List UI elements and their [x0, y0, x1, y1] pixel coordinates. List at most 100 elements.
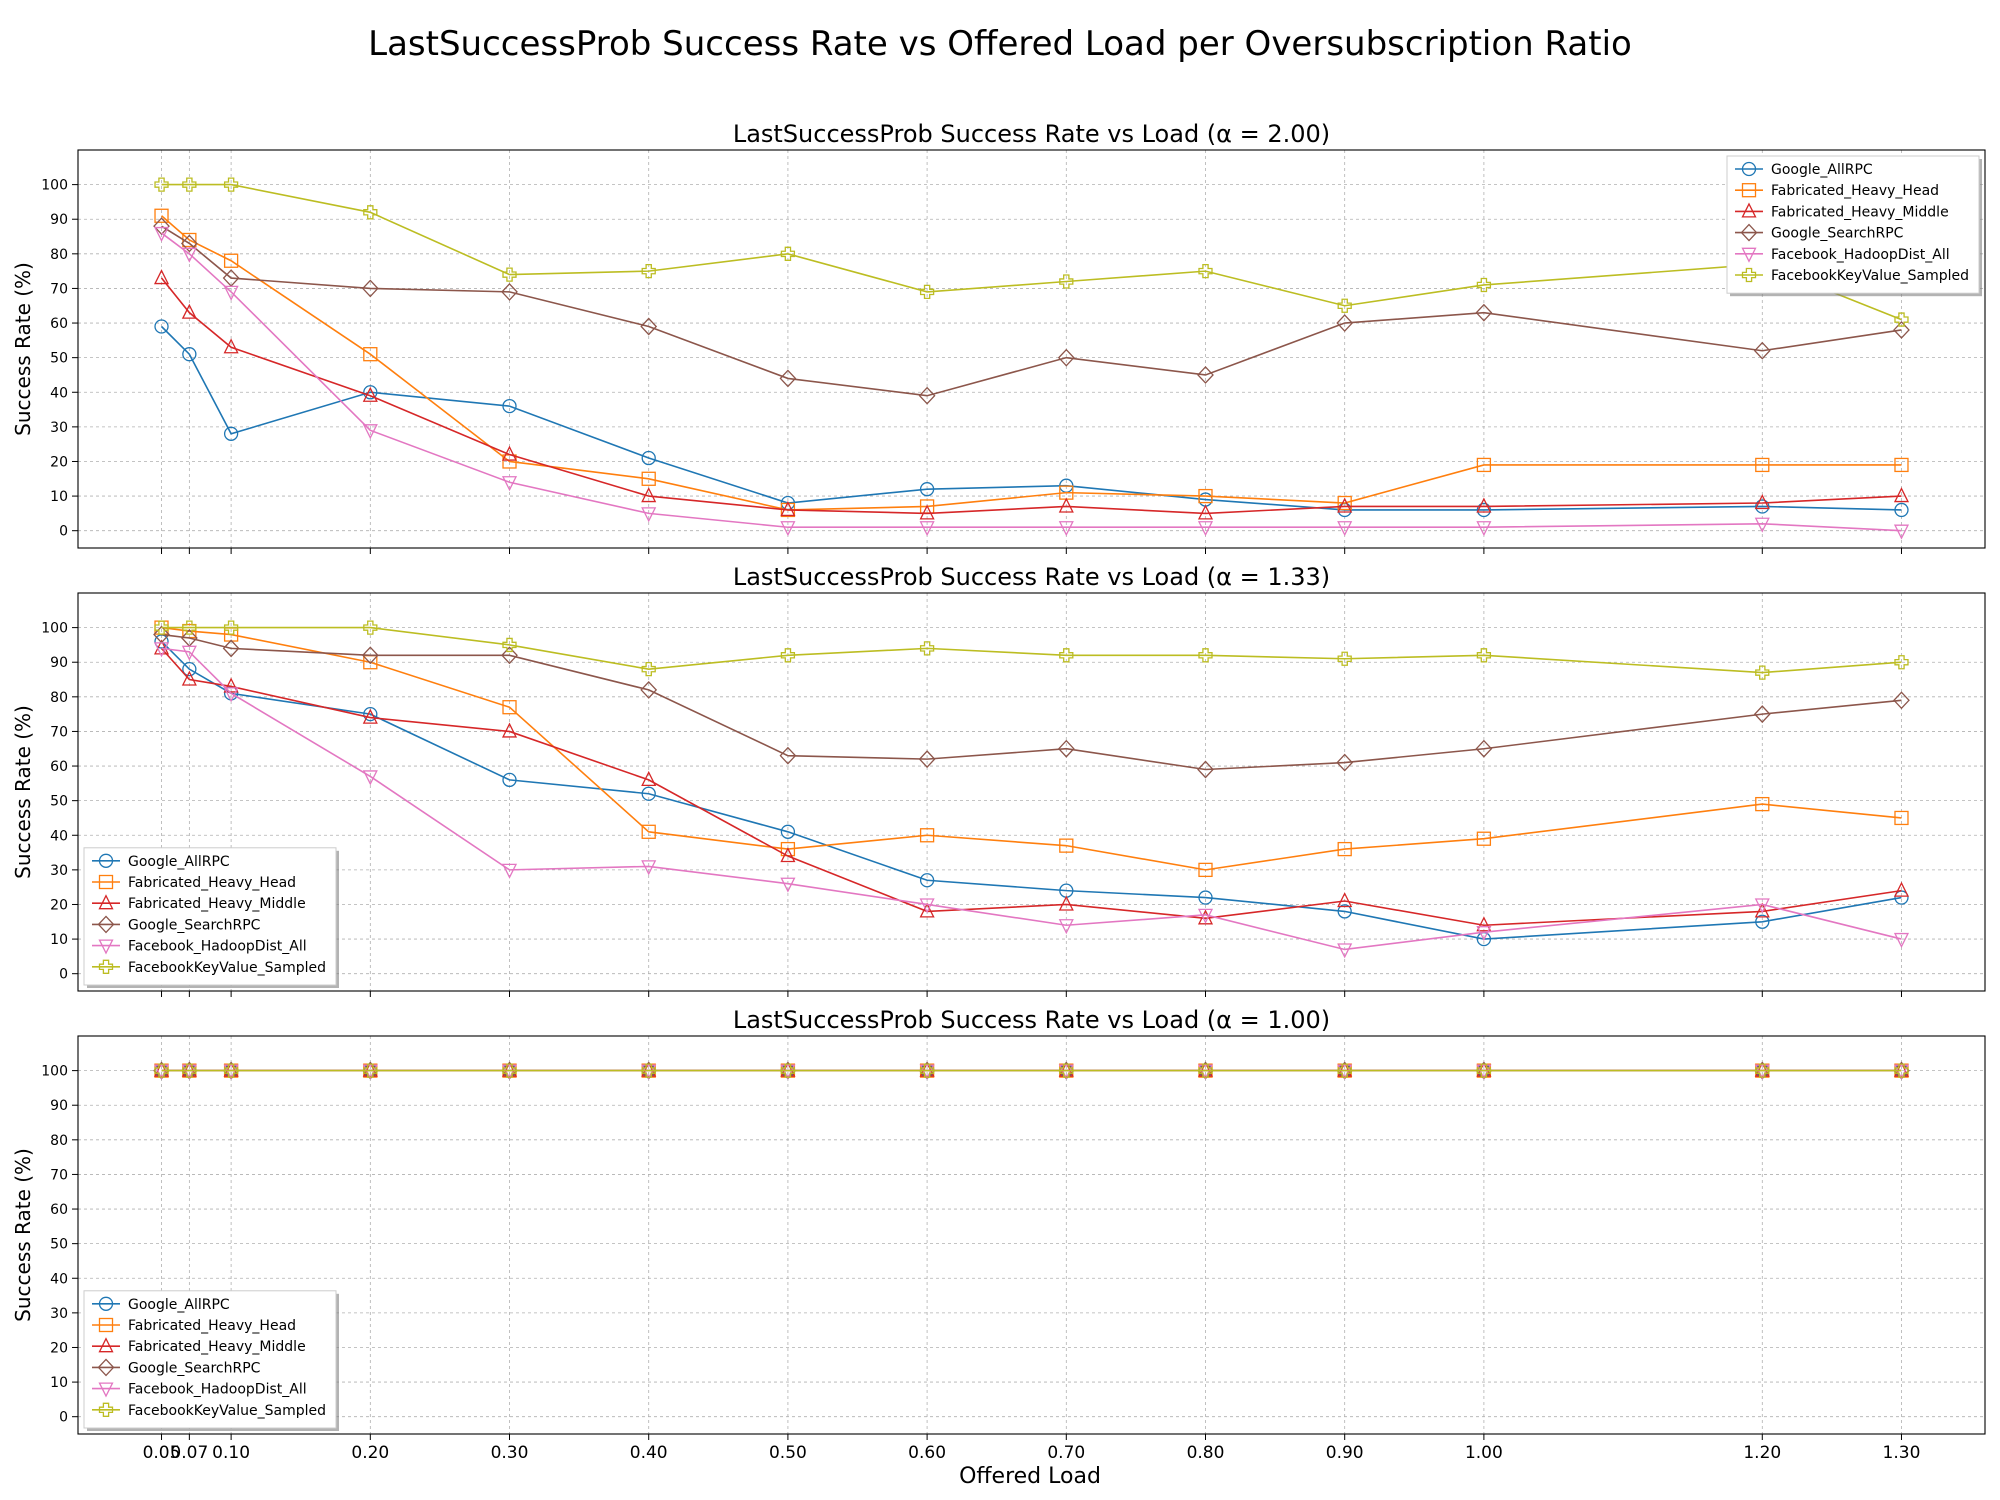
data-point	[1476, 497, 1492, 513]
data-point	[780, 877, 796, 893]
data-point	[780, 847, 796, 863]
legend-item: Facebook_HadoopDist_All	[92, 939, 307, 955]
y-tick-label: 100	[41, 1064, 68, 1080]
panel-title: LastSuccessProb Success Rate vs Load (α …	[733, 120, 1330, 148]
data-point	[180, 234, 198, 253]
data-point	[1336, 314, 1354, 332]
data-point	[223, 620, 239, 635]
axes-frame	[77, 149, 1986, 549]
data-point	[1894, 457, 1909, 473]
legend-marker	[97, 915, 115, 934]
legend-item: Facebook_HadoopDist_All	[1735, 247, 1950, 263]
data-point	[181, 670, 197, 686]
legend-label: Fabricated_Heavy_Head	[1771, 183, 1939, 199]
data-point	[919, 828, 935, 843]
y-tick-label: 90	[50, 212, 68, 228]
series-google-searchrpc	[153, 217, 1910, 405]
series-google-allrpc	[154, 634, 1909, 947]
data-point	[1755, 457, 1770, 473]
legend-item: Google_AllRPC	[92, 1296, 230, 1313]
data-point	[363, 1063, 378, 1078]
grid	[78, 150, 1985, 548]
y-tick-label: 60	[50, 316, 68, 332]
data-point	[182, 177, 197, 192]
data-point	[780, 246, 796, 261]
series-google-searchrpc	[153, 625, 1910, 779]
data-point	[363, 706, 378, 722]
series-line	[160, 640, 1902, 940]
data-point	[154, 620, 169, 635]
series-facebookkeyvalue-sampled	[154, 620, 1909, 680]
data-point	[919, 284, 935, 300]
data-point	[1755, 914, 1770, 929]
data-point	[153, 226, 170, 243]
y-tick-label: 30	[50, 863, 68, 879]
y-tick-label: 40	[50, 828, 68, 844]
data-point	[501, 476, 518, 492]
data-point	[153, 639, 170, 655]
y-tick-label: 10	[50, 489, 68, 505]
y-tick-label: 100	[41, 621, 68, 637]
data-point	[223, 177, 239, 192]
data-point	[362, 1064, 378, 1080]
panel-1: LastSuccessProb Success Rate vs Load (α …	[11, 120, 1986, 554]
data-point	[182, 620, 197, 635]
series-facebook-hadoopdist-all	[153, 1064, 1910, 1080]
legend-marker	[1741, 267, 1757, 283]
data-point	[501, 1064, 518, 1080]
data-point	[1476, 521, 1492, 537]
series-line	[160, 277, 1902, 515]
y-tick-label: 50	[50, 351, 68, 367]
panel-title: LastSuccessProb Success Rate vs Load (α …	[733, 1006, 1330, 1034]
y-tick-label: 80	[50, 1133, 68, 1149]
legend-label: Facebook_HadoopDist_All	[1771, 247, 1950, 263]
legend-marker	[1741, 161, 1757, 177]
data-point	[919, 521, 935, 537]
legend-item: FacebookKeyValue_Sampled	[92, 959, 326, 976]
legend-item: Google_SearchRPC	[92, 1358, 261, 1376]
y-tick-label: 50	[50, 794, 68, 810]
data-point	[1337, 495, 1352, 511]
data-point	[1197, 504, 1214, 520]
y-tick-label: 70	[50, 281, 68, 297]
data-point	[1894, 502, 1909, 518]
legend-label: Google_SearchRPC	[128, 917, 261, 933]
x-tick-label: 0.50	[769, 1443, 807, 1463]
data-point	[222, 639, 240, 658]
axes-frame	[77, 592, 1986, 992]
data-point	[501, 282, 518, 301]
data-point	[153, 269, 170, 285]
data-point	[223, 1064, 239, 1080]
legend-marker	[1741, 202, 1757, 218]
data-point	[1197, 909, 1214, 925]
data-point	[154, 177, 169, 192]
series-facebook-hadoopdist-all	[153, 642, 1910, 959]
data-point	[1337, 497, 1353, 513]
series-facebookkeyvalue-sampled	[154, 1063, 1909, 1078]
data-point	[1059, 1063, 1074, 1078]
y-tick-label: 10	[50, 932, 68, 948]
data-point	[362, 770, 378, 786]
data-point	[1197, 366, 1214, 384]
series-line	[161, 183, 1902, 321]
data-point	[1893, 487, 1910, 503]
series-fabricated-heavy-middle	[153, 639, 1910, 932]
y-tick-label: 90	[50, 655, 68, 671]
data-point	[1475, 303, 1493, 322]
data-point	[641, 824, 656, 839]
figure-title: LastSuccessProb Success Rate vs Offered …	[368, 24, 1632, 64]
data-point	[153, 217, 170, 236]
legend-marker	[98, 1402, 114, 1417]
data-point	[1337, 841, 1352, 857]
data-point	[779, 746, 797, 765]
data-point	[1197, 1061, 1214, 1077]
data-point	[1337, 1063, 1352, 1078]
legend-box	[1726, 155, 1980, 294]
data-point	[1198, 890, 1213, 905]
data-point	[919, 482, 935, 497]
data-point	[919, 1063, 935, 1078]
data-point	[181, 303, 197, 319]
data-point	[780, 1061, 796, 1077]
legend-marker	[1741, 183, 1757, 198]
y-tick-label: 20	[50, 1340, 68, 1356]
